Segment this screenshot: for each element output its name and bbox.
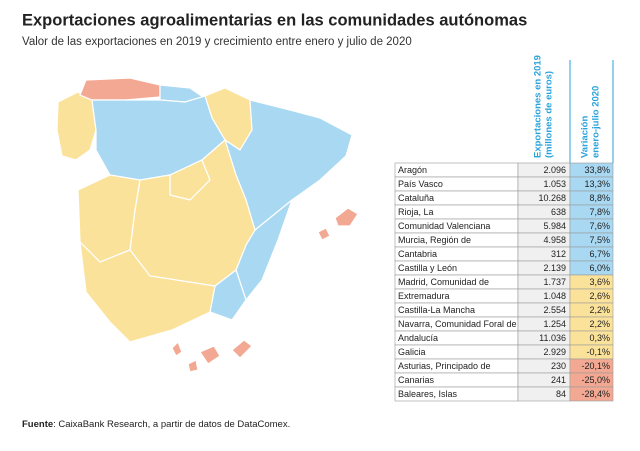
change-value: 7,6% xyxy=(589,221,610,231)
cell xyxy=(569,386,614,402)
region-name: Comunidad Valenciana xyxy=(398,221,490,231)
region-name: Baleares, Islas xyxy=(398,389,458,399)
region-name: Madrid, Comunidad de xyxy=(398,277,489,287)
canarias xyxy=(171,340,183,357)
change-value: -28,4% xyxy=(581,389,610,399)
region-name: Cantabria xyxy=(398,249,437,259)
canarias xyxy=(231,339,253,359)
region-name: Andalucía xyxy=(398,333,438,343)
exports-value: 2.929 xyxy=(543,347,566,357)
exports-value: 230 xyxy=(551,361,566,371)
region-name: Asturias, Principado de xyxy=(398,361,491,371)
change-value: 8,8% xyxy=(589,193,610,203)
region-name: Castilla y León xyxy=(398,263,457,273)
exports-value: 312 xyxy=(551,249,566,259)
column-header: (millones de euros) xyxy=(544,71,555,158)
exports-value: 1.254 xyxy=(543,319,566,329)
baleares xyxy=(317,227,331,241)
region-name: Rioja, La xyxy=(398,207,434,217)
asturias xyxy=(79,77,161,101)
map xyxy=(56,77,359,373)
change-value: 7,8% xyxy=(589,207,610,217)
region-name: Extremadura xyxy=(398,291,450,301)
change-value: 7,5% xyxy=(589,235,610,245)
change-value: -0,1% xyxy=(586,347,610,357)
change-value: 2,2% xyxy=(589,305,610,315)
exports-value: 84 xyxy=(556,389,566,399)
source-label: Fuente xyxy=(22,419,53,430)
canarias xyxy=(187,359,199,373)
region-name: Navarra, Comunidad Foral de xyxy=(398,319,517,329)
change-value: 13,3% xyxy=(584,179,610,189)
exports-value: 1.737 xyxy=(543,277,566,287)
exports-value: 1.048 xyxy=(543,291,566,301)
column-header: enero-julio 2020 xyxy=(591,86,602,158)
column-header: Exportaciones en 2019 xyxy=(533,55,544,158)
exports-value: 5.984 xyxy=(543,221,566,231)
exports-value: 2.554 xyxy=(543,305,566,315)
exports-value: 11.036 xyxy=(539,333,566,343)
region-name: Aragón xyxy=(398,165,427,175)
change-value: 2,2% xyxy=(589,319,610,329)
column-header: Variación xyxy=(580,116,591,158)
canarias xyxy=(199,345,221,365)
change-value: -20,1% xyxy=(581,361,610,371)
title: Exportaciones agroalimentarias en las co… xyxy=(22,11,527,29)
region-name: Castilla-La Mancha xyxy=(398,305,475,315)
exports-value: 241 xyxy=(551,375,566,385)
exports-value: 638 xyxy=(551,207,566,217)
region-name: País Vasco xyxy=(398,179,443,189)
exports-value: 2.096 xyxy=(543,165,566,175)
change-value: -25,0% xyxy=(581,375,610,385)
change-value: 2,6% xyxy=(589,291,610,301)
change-value: 0,3% xyxy=(589,333,610,343)
change-value: 3,6% xyxy=(589,277,610,287)
baleares xyxy=(334,207,359,227)
exports-value: 1.053 xyxy=(543,179,566,189)
subtitle: Valor de las exportaciones en 2019 y cre… xyxy=(22,36,412,48)
change-value: 6,0% xyxy=(589,263,610,273)
change-value: 33,8% xyxy=(584,165,610,175)
exports-value: 4.958 xyxy=(543,235,566,245)
andalucia xyxy=(79,240,216,343)
region-name: Canarias xyxy=(398,375,435,385)
table: Exportaciones en 2019 (millones de euros)… xyxy=(394,55,614,402)
region-name: Galicia xyxy=(398,347,426,357)
source: Fuente: CaixaBank Research, a partir de … xyxy=(22,419,290,430)
exports-value: 2.139 xyxy=(543,263,566,273)
region-name: Murcia, Región de xyxy=(398,235,471,245)
galicia xyxy=(56,91,97,161)
change-value: 6,7% xyxy=(589,249,610,259)
source-text: : CaixaBank Research, a partir de datos … xyxy=(53,419,290,430)
exports-value: 10.268 xyxy=(538,193,566,203)
region-name: Cataluña xyxy=(398,193,434,203)
